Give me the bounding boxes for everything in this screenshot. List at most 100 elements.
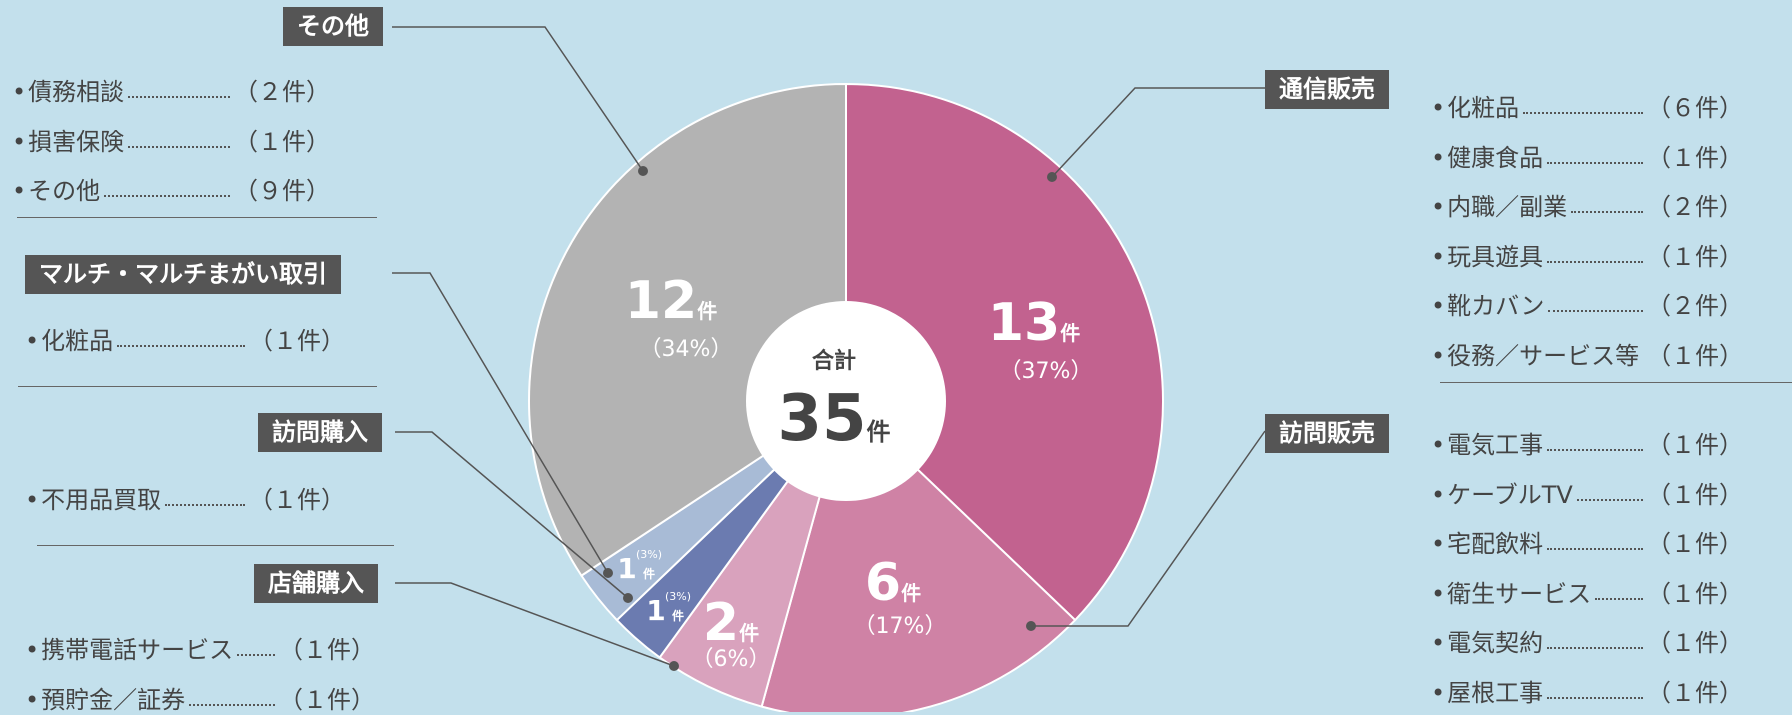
value-number: 1 (646, 594, 665, 627)
leader-line (392, 26, 644, 172)
leader-line (395, 431, 629, 599)
value-label: 12件 (625, 271, 717, 331)
item-label: 衛生サービス (1447, 579, 1592, 608)
center-hole (746, 301, 946, 501)
item-count: （９件） (234, 177, 330, 205)
detail-item: 化粧品 （６件） (1431, 88, 1743, 122)
value-unit: 件 (697, 299, 717, 323)
detail-item: 内職／副業 （２件） (1431, 187, 1743, 221)
total-unit: 件 (867, 418, 891, 446)
leader-dots (189, 703, 275, 706)
separator (1440, 382, 1792, 383)
item-label: 内職／副業 (1447, 193, 1568, 221)
detail-item: 衛生サービス （１件） (1431, 574, 1743, 608)
detail-item: 屋根工事 （１件） (1431, 673, 1743, 707)
separator (17, 217, 377, 218)
leader-dots (237, 654, 275, 656)
separator (18, 386, 377, 387)
detail-item: 電気工事 （１件） (1431, 425, 1743, 459)
value-number: 1 (617, 552, 636, 585)
value-unit: 件 (672, 608, 684, 623)
item-count: （１件） (249, 327, 345, 355)
item-label: 靴カバン (1447, 292, 1545, 320)
leader-dot (669, 661, 679, 671)
item-count: （１件） (1647, 530, 1743, 558)
item-label: 携帯電話サービス (41, 636, 234, 664)
leader-line (392, 272, 609, 574)
category-tag: マルチ・マルチまがい取引 (25, 255, 341, 294)
item-count: （１件） (1647, 629, 1743, 657)
value-label: 1 (646, 594, 665, 627)
item-label: 宅配飲料 (1447, 530, 1544, 558)
leader-dots (128, 96, 230, 98)
leader-dots (1571, 211, 1643, 213)
value-label: 1 (617, 552, 636, 585)
value-label: 2件 (703, 593, 759, 653)
item-count: （２件） (1647, 193, 1743, 221)
item-count: （１件） (1647, 678, 1743, 707)
value-unit: 件 (739, 621, 759, 645)
leader-dots (1547, 161, 1643, 164)
item-label: 不用品買取 (41, 486, 162, 514)
percent-label: （17%） (854, 614, 947, 639)
percent-label: （34%） (640, 337, 733, 362)
total-value: 35 (777, 382, 866, 456)
item-count: （６件） (1647, 94, 1743, 122)
detail-item: 健康食品 （１件） (1431, 138, 1743, 172)
item-label: 預貯金／証券 (41, 685, 186, 714)
leader-dots (1547, 647, 1643, 649)
value-unit: 件 (1060, 321, 1080, 345)
leader-dots (165, 504, 245, 506)
leader-line (1051, 87, 1265, 178)
value-number: 2 (703, 593, 739, 653)
item-count: （１件） (1647, 242, 1743, 271)
item-count: （１件） (1647, 431, 1743, 459)
detail-item: 預貯金／証券 （１件） (25, 680, 375, 714)
category-tag: その他 (283, 7, 383, 46)
item-count: （１件） (279, 636, 375, 664)
leader-dots (1547, 449, 1643, 451)
leader-dots (1548, 310, 1643, 312)
detail-item: ケーブルTV （１件） (1431, 475, 1743, 509)
item-label: 化粧品 (41, 327, 114, 355)
detail-item: 化粧品 （１件） (25, 321, 345, 355)
leader-dots (1547, 696, 1643, 699)
item-label: 役務／サービス等 (1447, 341, 1640, 370)
leader-dots (1523, 112, 1643, 114)
item-count: （１件） (234, 127, 330, 156)
leader-dots (1595, 597, 1643, 600)
leader-dot (603, 568, 613, 578)
category-tag: 訪問販売 (1265, 414, 1389, 453)
category-tag: 訪問購入 (258, 413, 382, 452)
item-count: （１件） (1647, 143, 1743, 172)
leader-dots (1547, 260, 1643, 263)
item-label: 損害保険 (28, 127, 125, 156)
item-count: （１件） (279, 685, 375, 714)
percent-label: (3%) (665, 590, 691, 603)
value-number: 6 (865, 553, 901, 613)
item-label: 電気工事 (1447, 431, 1544, 459)
item-count: （１件） (1647, 579, 1743, 608)
leader-dot (638, 166, 648, 176)
item-count: （１件） (249, 486, 345, 514)
detail-item: 携帯電話サービス （１件） (25, 630, 375, 664)
category-tag: 通信販売 (1265, 70, 1389, 109)
leader-dots (1576, 498, 1643, 501)
item-count: （２件） (1647, 292, 1743, 320)
leader-dots (117, 345, 245, 347)
center-total: 35件 (777, 382, 890, 456)
percent-label: （37%） (1000, 359, 1093, 384)
item-label: 化粧品 (1447, 94, 1520, 122)
detail-item: 靴カバン （２件） (1431, 286, 1743, 320)
value-unit: 件 (901, 581, 921, 605)
item-label: 玩具遊具 (1447, 242, 1544, 271)
detail-item: 損害保険 （１件） (12, 122, 330, 156)
detail-item: 電気契約 （１件） (1431, 623, 1743, 657)
detail-item: 玩具遊具 （１件） (1431, 237, 1743, 271)
leader-dot (623, 593, 633, 603)
value-number: 12 (625, 271, 697, 331)
leader-dot (1047, 172, 1057, 182)
percent-label: (3%) (636, 548, 662, 561)
